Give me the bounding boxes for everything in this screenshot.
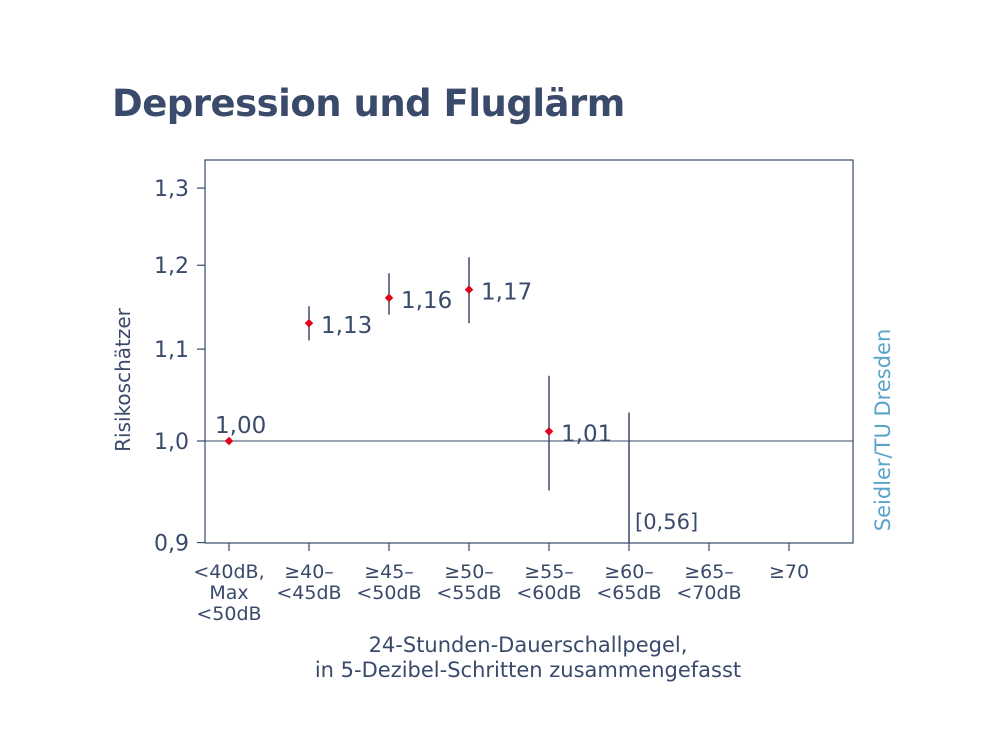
x-tick-label: <40dB, Max <50dB xyxy=(193,561,264,625)
chart-title: Depression und Fluglärm xyxy=(112,82,625,125)
data-point xyxy=(544,427,554,436)
x-tick-label: ≥40– <45dB xyxy=(276,561,341,604)
x-ticks: <40dB, Max <50dB ≥40– <45dB ≥45– <50dB ≥50– <55d… xyxy=(193,543,809,625)
x-tick-label: ≥45– <50dB xyxy=(356,561,421,604)
data-label: 1,17 xyxy=(481,280,532,306)
y-ticks: 0,9 1,0 1,1 1,2 1,3 xyxy=(154,177,205,557)
y-tick-label: 1,2 xyxy=(154,254,189,279)
plot-frame xyxy=(204,159,854,544)
data-label: 1,00 xyxy=(215,413,266,439)
data-point xyxy=(384,293,394,303)
credit-text: Seidler/TU Dresden xyxy=(871,329,895,532)
x-tick-label: ≥65– <70dB xyxy=(676,561,741,604)
axes xyxy=(204,159,854,544)
x-tick-label: ≥60– <65dB xyxy=(596,561,661,604)
data-point xyxy=(464,285,474,294)
data-label: [0,56] xyxy=(635,510,698,534)
x-tick-label: ≥70 xyxy=(769,561,809,583)
y-axis-label: Risikoschätzer xyxy=(111,307,135,452)
y-tick-label: 1,3 xyxy=(154,177,189,202)
data-marks: 1,00 1,13 1,16 1,17 1,01 [0,56] xyxy=(215,257,698,543)
y-tick-label: 1,0 xyxy=(154,430,189,455)
x-tick-label: ≥55– <60dB xyxy=(516,561,581,604)
data-label: 1,16 xyxy=(401,288,452,314)
data-point xyxy=(304,318,314,328)
y-tick-label: 0,9 xyxy=(154,532,189,557)
x-axis-label: 24-Stunden-Dauerschallpegel, in 5-Dezibel… xyxy=(315,633,741,682)
x-tick-label: ≥50– <55dB xyxy=(436,561,501,604)
data-label: 1,13 xyxy=(321,313,372,339)
data-label: 1,01 xyxy=(561,421,612,447)
data-point xyxy=(224,436,234,446)
y-tick-label: 1,1 xyxy=(154,338,189,363)
